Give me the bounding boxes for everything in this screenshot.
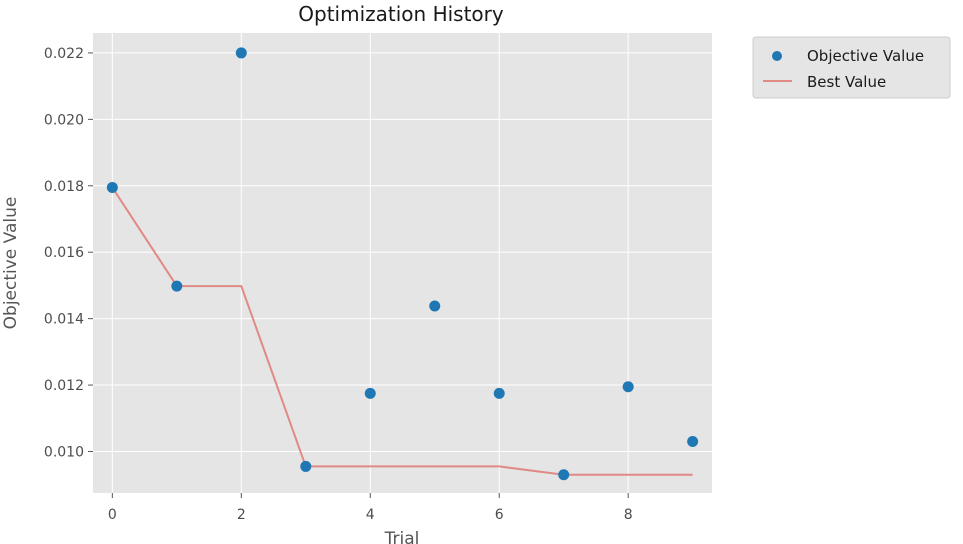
objective-value-point bbox=[622, 381, 634, 393]
legend-label-objective-value: Objective Value bbox=[807, 47, 924, 65]
objective-value-point bbox=[558, 469, 570, 481]
best-value-line bbox=[111, 186, 693, 476]
objective-value-point bbox=[687, 436, 699, 448]
objective-value-point bbox=[300, 460, 312, 472]
legend-box bbox=[752, 36, 951, 99]
y-tick-labels: 0.010 0.012 0.014 0.016 0.018 0.020 0.022 bbox=[44, 46, 93, 460]
objective-value-point bbox=[429, 300, 441, 312]
y-tick-label: 0.010 bbox=[44, 444, 84, 460]
y-tick-label: 0.022 bbox=[44, 46, 84, 62]
y-tick-label: 0.020 bbox=[44, 112, 84, 128]
plot-area bbox=[93, 33, 712, 493]
x-tick-label: 4 bbox=[366, 507, 375, 523]
series-layer bbox=[106, 47, 699, 481]
x-tick-label: 8 bbox=[624, 507, 633, 523]
y-tick-label: 0.012 bbox=[44, 378, 84, 394]
x-tick-labels: 0 2 4 6 8 bbox=[108, 493, 633, 523]
y-tick-label: 0.016 bbox=[44, 245, 84, 261]
objective-value-point bbox=[171, 280, 183, 292]
y-tick-label: 0.014 bbox=[44, 312, 84, 328]
y-tick-label: 0.018 bbox=[44, 179, 84, 195]
x-tick-label: 0 bbox=[108, 507, 117, 523]
objective-value-point bbox=[364, 387, 376, 399]
x-axis-label: Trial bbox=[384, 529, 420, 544]
chart-title: Optimization History bbox=[298, 2, 504, 26]
y-axis-label: Objective Value bbox=[1, 197, 21, 330]
objective-value-point bbox=[493, 387, 505, 399]
objective-value-point bbox=[106, 181, 118, 193]
legend-marker-objective-value bbox=[772, 51, 782, 61]
objective-value-point bbox=[235, 47, 247, 59]
x-tick-label: 2 bbox=[237, 507, 246, 523]
legend: Objective Value Best Value bbox=[752, 36, 951, 99]
grid-lines bbox=[93, 33, 712, 493]
legend-label-best-value: Best Value bbox=[807, 73, 886, 91]
x-tick-label: 6 bbox=[495, 507, 504, 523]
